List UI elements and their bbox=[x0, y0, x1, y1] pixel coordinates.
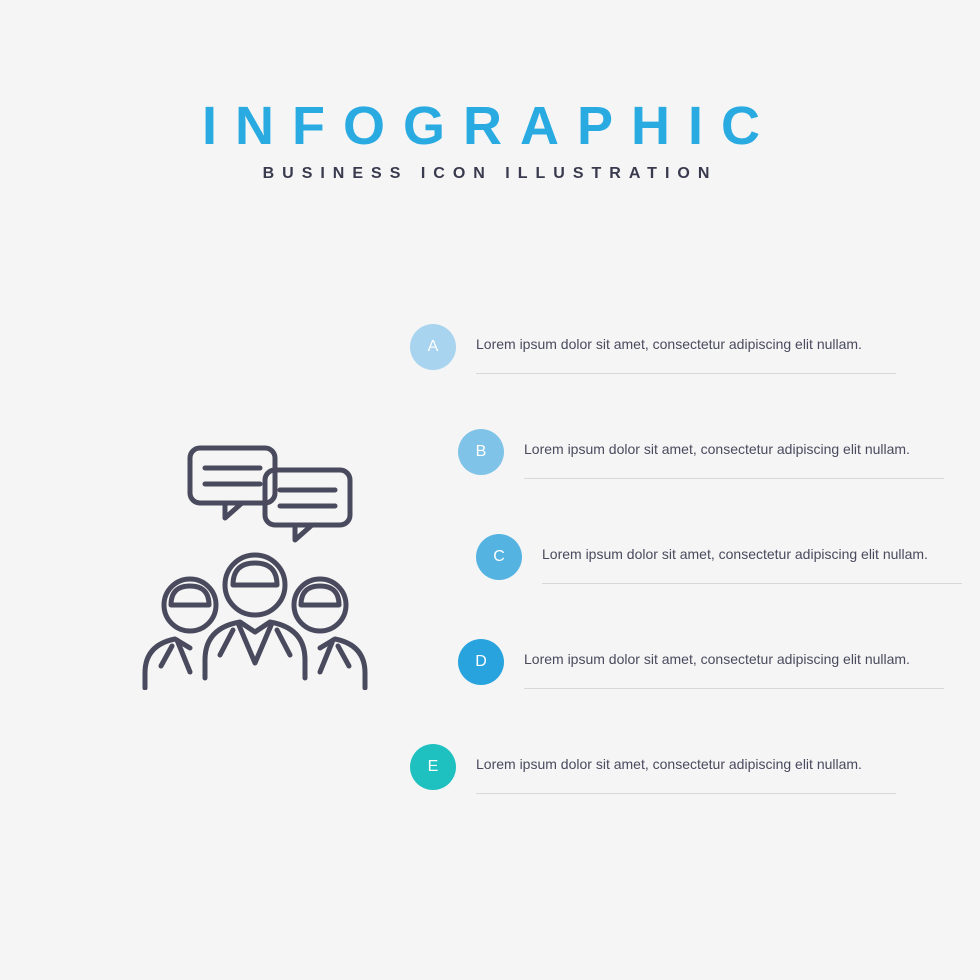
main-content: A Lorem ipsum dolor sit amet, consectetu… bbox=[0, 320, 980, 880]
page-subtitle: BUSINESS ICON ILLUSTRATION bbox=[0, 165, 980, 183]
step-badge: A bbox=[410, 324, 456, 370]
steps-list: A Lorem ipsum dolor sit amet, consectetu… bbox=[340, 320, 940, 880]
page-title: INFOGRAPHIC bbox=[0, 95, 980, 157]
step-badge: C bbox=[476, 534, 522, 580]
header: INFOGRAPHIC BUSINESS ICON ILLUSTRATION bbox=[0, 0, 980, 183]
step-text: Lorem ipsum dolor sit amet, consectetur … bbox=[542, 530, 962, 584]
step-text: Lorem ipsum dolor sit amet, consectetur … bbox=[476, 740, 896, 794]
step-badge: E bbox=[410, 744, 456, 790]
step-a: A Lorem ipsum dolor sit amet, consectetu… bbox=[410, 320, 896, 374]
step-badge: D bbox=[458, 639, 504, 685]
step-text: Lorem ipsum dolor sit amet, consectetur … bbox=[524, 635, 944, 689]
step-b: B Lorem ipsum dolor sit amet, consectetu… bbox=[458, 425, 944, 479]
step-c: C Lorem ipsum dolor sit amet, consectetu… bbox=[476, 530, 962, 584]
step-text: Lorem ipsum dolor sit amet, consectetur … bbox=[524, 425, 944, 479]
step-e: E Lorem ipsum dolor sit amet, consectetu… bbox=[410, 740, 896, 794]
step-text: Lorem ipsum dolor sit amet, consectetur … bbox=[476, 320, 896, 374]
step-badge: B bbox=[458, 429, 504, 475]
step-d: D Lorem ipsum dolor sit amet, consectetu… bbox=[458, 635, 944, 689]
